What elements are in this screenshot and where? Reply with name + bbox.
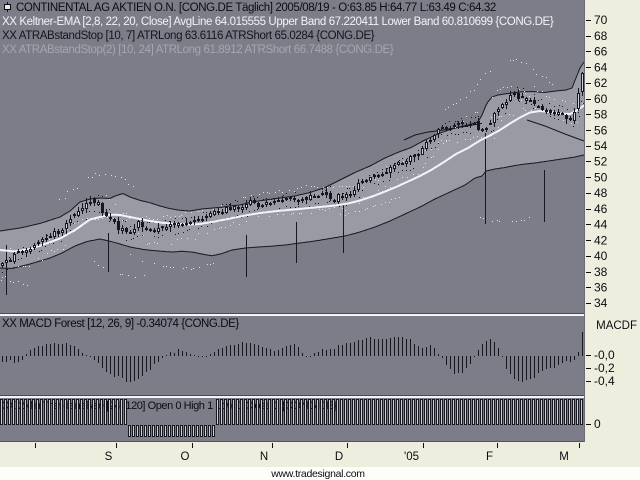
svg-text:CONTINENTAL AG AKTIEN O.N. [CO: CONTINENTAL AG AKTIEN O.N. [CONG.DE Tägl… [16,2,496,14]
svg-text:52: 52 [594,155,608,169]
svg-text:XX MACD Forest [12, 26, 9] -0.: XX MACD Forest [12, 26, 9] -0.34074 {CON… [2,318,239,330]
svg-text:S: S [105,451,113,463]
svg-text:54: 54 [594,139,608,153]
svg-text:40: 40 [594,249,608,263]
svg-text:'05: '05 [404,451,419,463]
svg-text:O: O [181,451,190,463]
svg-text:46: 46 [594,202,608,216]
svg-text:XX ATRABstandStop [10, 7] ATRL: XX ATRABstandStop [10, 7] ATRLong 63.611… [2,30,375,42]
svg-text:60: 60 [594,92,608,106]
svg-text:42: 42 [594,233,608,247]
svg-text:M: M [559,451,569,463]
svg-text:58: 58 [594,108,608,122]
svg-text:-0,0: -0,0 [594,348,615,362]
svg-text:-0,4: -0,4 [594,374,615,388]
svg-text:70: 70 [594,13,608,27]
svg-text:34: 34 [594,296,608,310]
svg-text:64: 64 [594,60,608,74]
svg-text:56: 56 [594,123,608,137]
svg-text:F: F [486,451,493,463]
svg-text:44: 44 [594,218,608,232]
svg-text:XX ATRABstandStop(2) [10, 24]: XX ATRABstandStop(2) [10, 24] ATRLong 61… [2,44,394,56]
svg-text:MACDF: MACDF [596,320,637,332]
svg-text:-0,2: -0,2 [594,361,615,375]
svg-text:N: N [260,451,268,463]
svg-text:XX Keltner-EMA [2,8, 22, 20, C: XX Keltner-EMA [2,8, 22, 20, Close] AvgL… [2,16,554,28]
svg-text:D: D [335,451,343,463]
svg-text:48: 48 [594,186,608,200]
svg-text:66: 66 [594,45,608,59]
svg-text:0: 0 [594,417,601,431]
svg-text:50: 50 [594,170,608,184]
svg-text:www.tradesignal.com: www.tradesignal.com [270,468,365,480]
svg-text:36: 36 [594,280,608,294]
svg-text:68: 68 [594,29,608,43]
svg-text:38: 38 [594,265,608,279]
svg-text:62: 62 [594,76,608,90]
